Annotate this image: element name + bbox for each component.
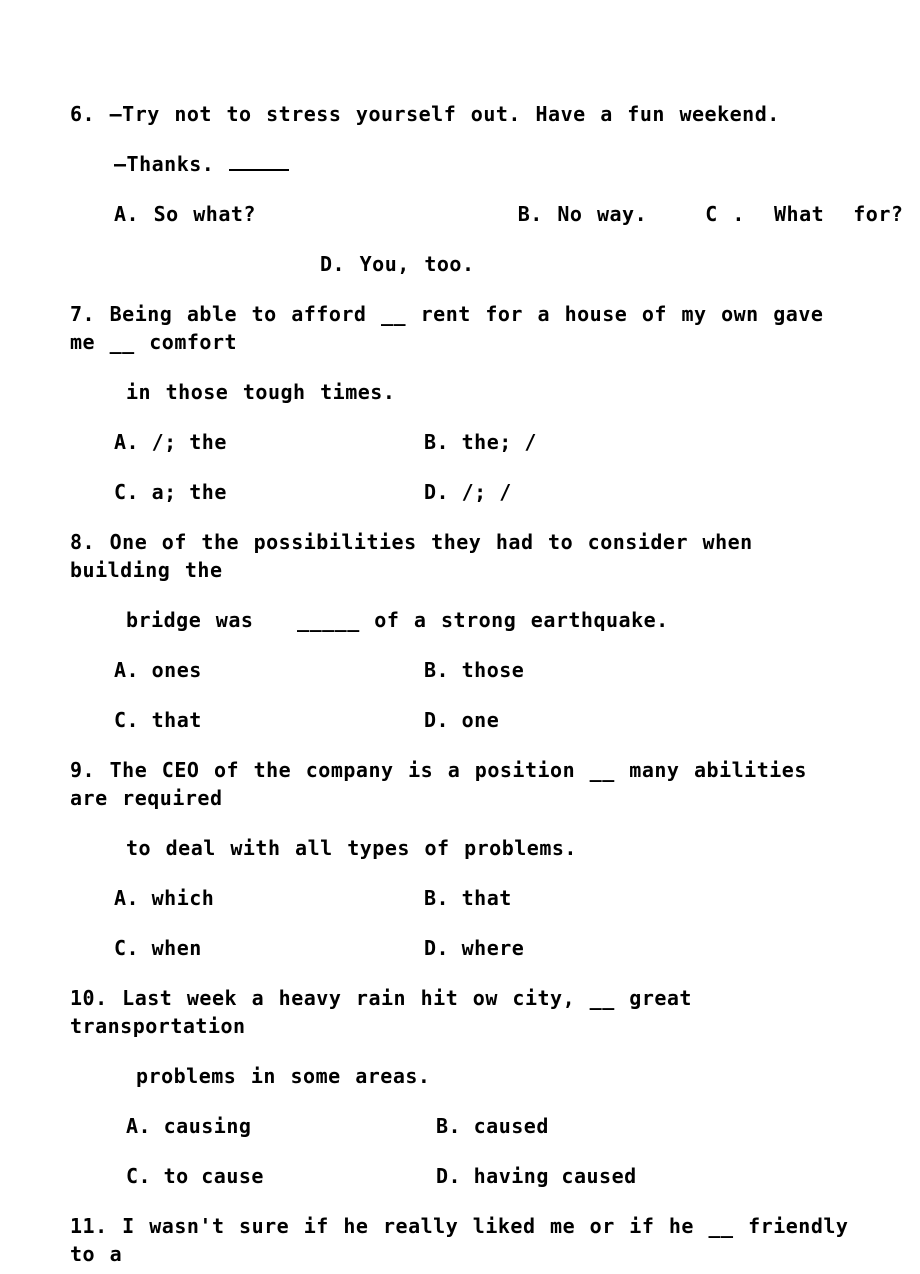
q10-opt-d-text: having caused (474, 1164, 637, 1188)
q6-opt-a: A. So what? (114, 202, 256, 226)
q8-opt-a-text: ones (152, 658, 202, 682)
q10-opt-c: C. to cause (126, 1162, 436, 1190)
q6-stem-line1: 6. —Try not to stress yourself out. Have… (70, 100, 850, 128)
question-11: 11. I wasn't sure if he really liked me … (70, 1212, 850, 1268)
q6-number: 6. (70, 102, 95, 126)
q10-text1: Last week a heavy rain hit ow city, __ g… (70, 986, 707, 1038)
q7-opt-b-text: the; / (462, 430, 537, 454)
q8-opt-c-text: that (152, 708, 202, 732)
q10-options-row1: A. causing B. caused (70, 1112, 850, 1140)
q7-opt-d: D. /; / (424, 478, 512, 506)
q10-opt-a: A. causing (126, 1112, 436, 1140)
q9-opt-d: D. where (424, 934, 524, 962)
q8-opt-d: D. one (424, 706, 499, 734)
q9-text1: The CEO of the company is a position __ … (70, 758, 821, 810)
q6-opt-b: B. No way. (518, 202, 647, 226)
q8-text2: bridge was _____ of a strong earthquake. (126, 608, 669, 632)
q9-number: 9. (70, 758, 95, 782)
q11-text1: I wasn't sure if he really liked me or i… (70, 1214, 863, 1266)
q9-opt-c-text: when (152, 936, 202, 960)
q6-opt-d-text: You, too. (360, 252, 475, 276)
question-7: 7. Being able to afford __ rent for a ho… (70, 300, 850, 506)
q7-opt-a: A. /; the (114, 428, 424, 456)
q8-stem-line2: bridge was _____ of a strong earthquake. (70, 606, 850, 634)
q8-number: 8. (70, 530, 95, 554)
q10-opt-d: D. having caused (436, 1162, 637, 1190)
q11-stem-line1: 11. I wasn't sure if he really liked me … (70, 1212, 850, 1268)
q6-opt-c: C . What for? (705, 202, 903, 226)
q10-options-row2: C. to cause D. having caused (70, 1162, 850, 1190)
q8-opt-b-text: those (462, 658, 525, 682)
q9-stem-line2: to deal with all types of problems. (70, 834, 850, 862)
q9-opt-a-text: which (152, 886, 215, 910)
q8-stem-line1: 8. One of the possibilities they had to … (70, 528, 850, 584)
blank (229, 153, 289, 171)
q8-opt-c: C. that (114, 706, 424, 734)
q9-opt-d-text: where (462, 936, 525, 960)
q8-text1: One of the possibilities they had to con… (70, 530, 767, 582)
question-9: 9. The CEO of the company is a position … (70, 756, 850, 962)
q7-opt-a-text: /; the (152, 430, 227, 454)
q6-options-row2: D. You, too. (70, 250, 850, 278)
q8-options-row1: A. ones B. those (70, 656, 850, 684)
q9-options-row2: C. when D. where (70, 934, 850, 962)
q10-opt-a-text: causing (164, 1114, 252, 1138)
question-6: 6. —Try not to stress yourself out. Have… (70, 100, 850, 278)
q9-stem-line1: 9. The CEO of the company is a position … (70, 756, 850, 812)
q10-opt-b-text: caused (474, 1114, 549, 1138)
q9-options-row1: A. which B. that (70, 884, 850, 912)
q7-opt-c: C. a; the (114, 478, 424, 506)
q9-text2: to deal with all types of problems. (126, 836, 577, 860)
q10-stem-line2: problems in some areas. (70, 1062, 850, 1090)
q6-options-row1: A. So what? B. No way. C . What for? (70, 200, 850, 228)
q6-opt-d: D. You, too. (320, 252, 475, 276)
q9-opt-b-text: that (462, 886, 512, 910)
q7-stem-line1: 7. Being able to afford __ rent for a ho… (70, 300, 850, 356)
q6-opt-b-text: No way. (557, 202, 647, 226)
q6-text2: —Thanks. (114, 152, 229, 176)
q7-opt-d-text: /; / (462, 480, 512, 504)
q8-opt-a: A. ones (114, 656, 424, 684)
question-8: 8. One of the possibilities they had to … (70, 528, 850, 734)
q6-stem-line2: —Thanks. (70, 150, 850, 178)
q9-opt-a: A. which (114, 884, 424, 912)
q10-stem-line1: 10. Last week a heavy rain hit ow city, … (70, 984, 850, 1040)
q10-text2: problems in some areas. (136, 1064, 430, 1088)
q8-options-row2: C. that D. one (70, 706, 850, 734)
question-10: 10. Last week a heavy rain hit ow city, … (70, 984, 850, 1190)
q7-text1: Being able to afford __ rent for a house… (70, 302, 838, 354)
q8-opt-d-text: one (462, 708, 500, 732)
q10-number: 10. (70, 986, 108, 1010)
q9-opt-c: C. when (114, 934, 424, 962)
q10-opt-c-text: to cause (164, 1164, 264, 1188)
q7-opt-b: B. the; / (424, 428, 537, 456)
q7-text2: in those tough times. (126, 380, 395, 404)
q10-opt-b: B. caused (436, 1112, 549, 1140)
q8-opt-b: B. those (424, 656, 524, 684)
q7-number: 7. (70, 302, 95, 326)
q7-options-row2: C. a; the D. /; / (70, 478, 850, 506)
q7-options-row1: A. /; the B. the; / (70, 428, 850, 456)
q11-number: 11. (70, 1214, 108, 1238)
q7-opt-c-text: a; the (152, 480, 227, 504)
q6-text1: —Try not to stress yourself out. Have a … (110, 102, 780, 126)
q9-opt-b: B. that (424, 884, 512, 912)
q6-opt-a-text: So what? (154, 202, 256, 226)
q7-stem-line2: in those tough times. (70, 378, 850, 406)
